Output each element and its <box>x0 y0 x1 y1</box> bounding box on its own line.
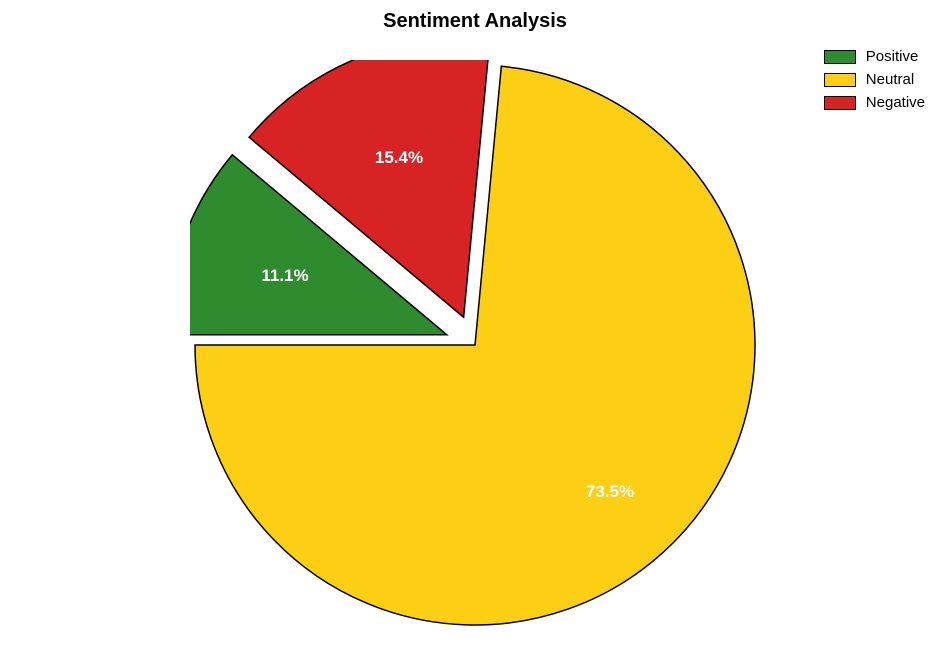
legend-swatch-neutral <box>824 73 856 87</box>
slice-label-positive: 11.1% <box>261 266 308 286</box>
legend-item-neutral: Neutral <box>824 71 925 88</box>
legend-swatch-positive <box>824 50 856 64</box>
slice-label-neutral: 73.5% <box>586 482 634 502</box>
legend-label-positive: Positive <box>866 48 919 65</box>
slice-label-negative: 15.4% <box>375 148 423 168</box>
legend-label-neutral: Neutral <box>866 71 914 88</box>
legend: Positive Neutral Negative <box>824 48 925 117</box>
legend-swatch-negative <box>824 96 856 110</box>
legend-item-negative: Negative <box>824 94 925 111</box>
legend-label-negative: Negative <box>866 94 925 111</box>
legend-item-positive: Positive <box>824 48 925 65</box>
pie-chart: 11.1% 73.5% 15.4% <box>190 60 760 630</box>
chart-title: Sentiment Analysis <box>383 10 567 33</box>
